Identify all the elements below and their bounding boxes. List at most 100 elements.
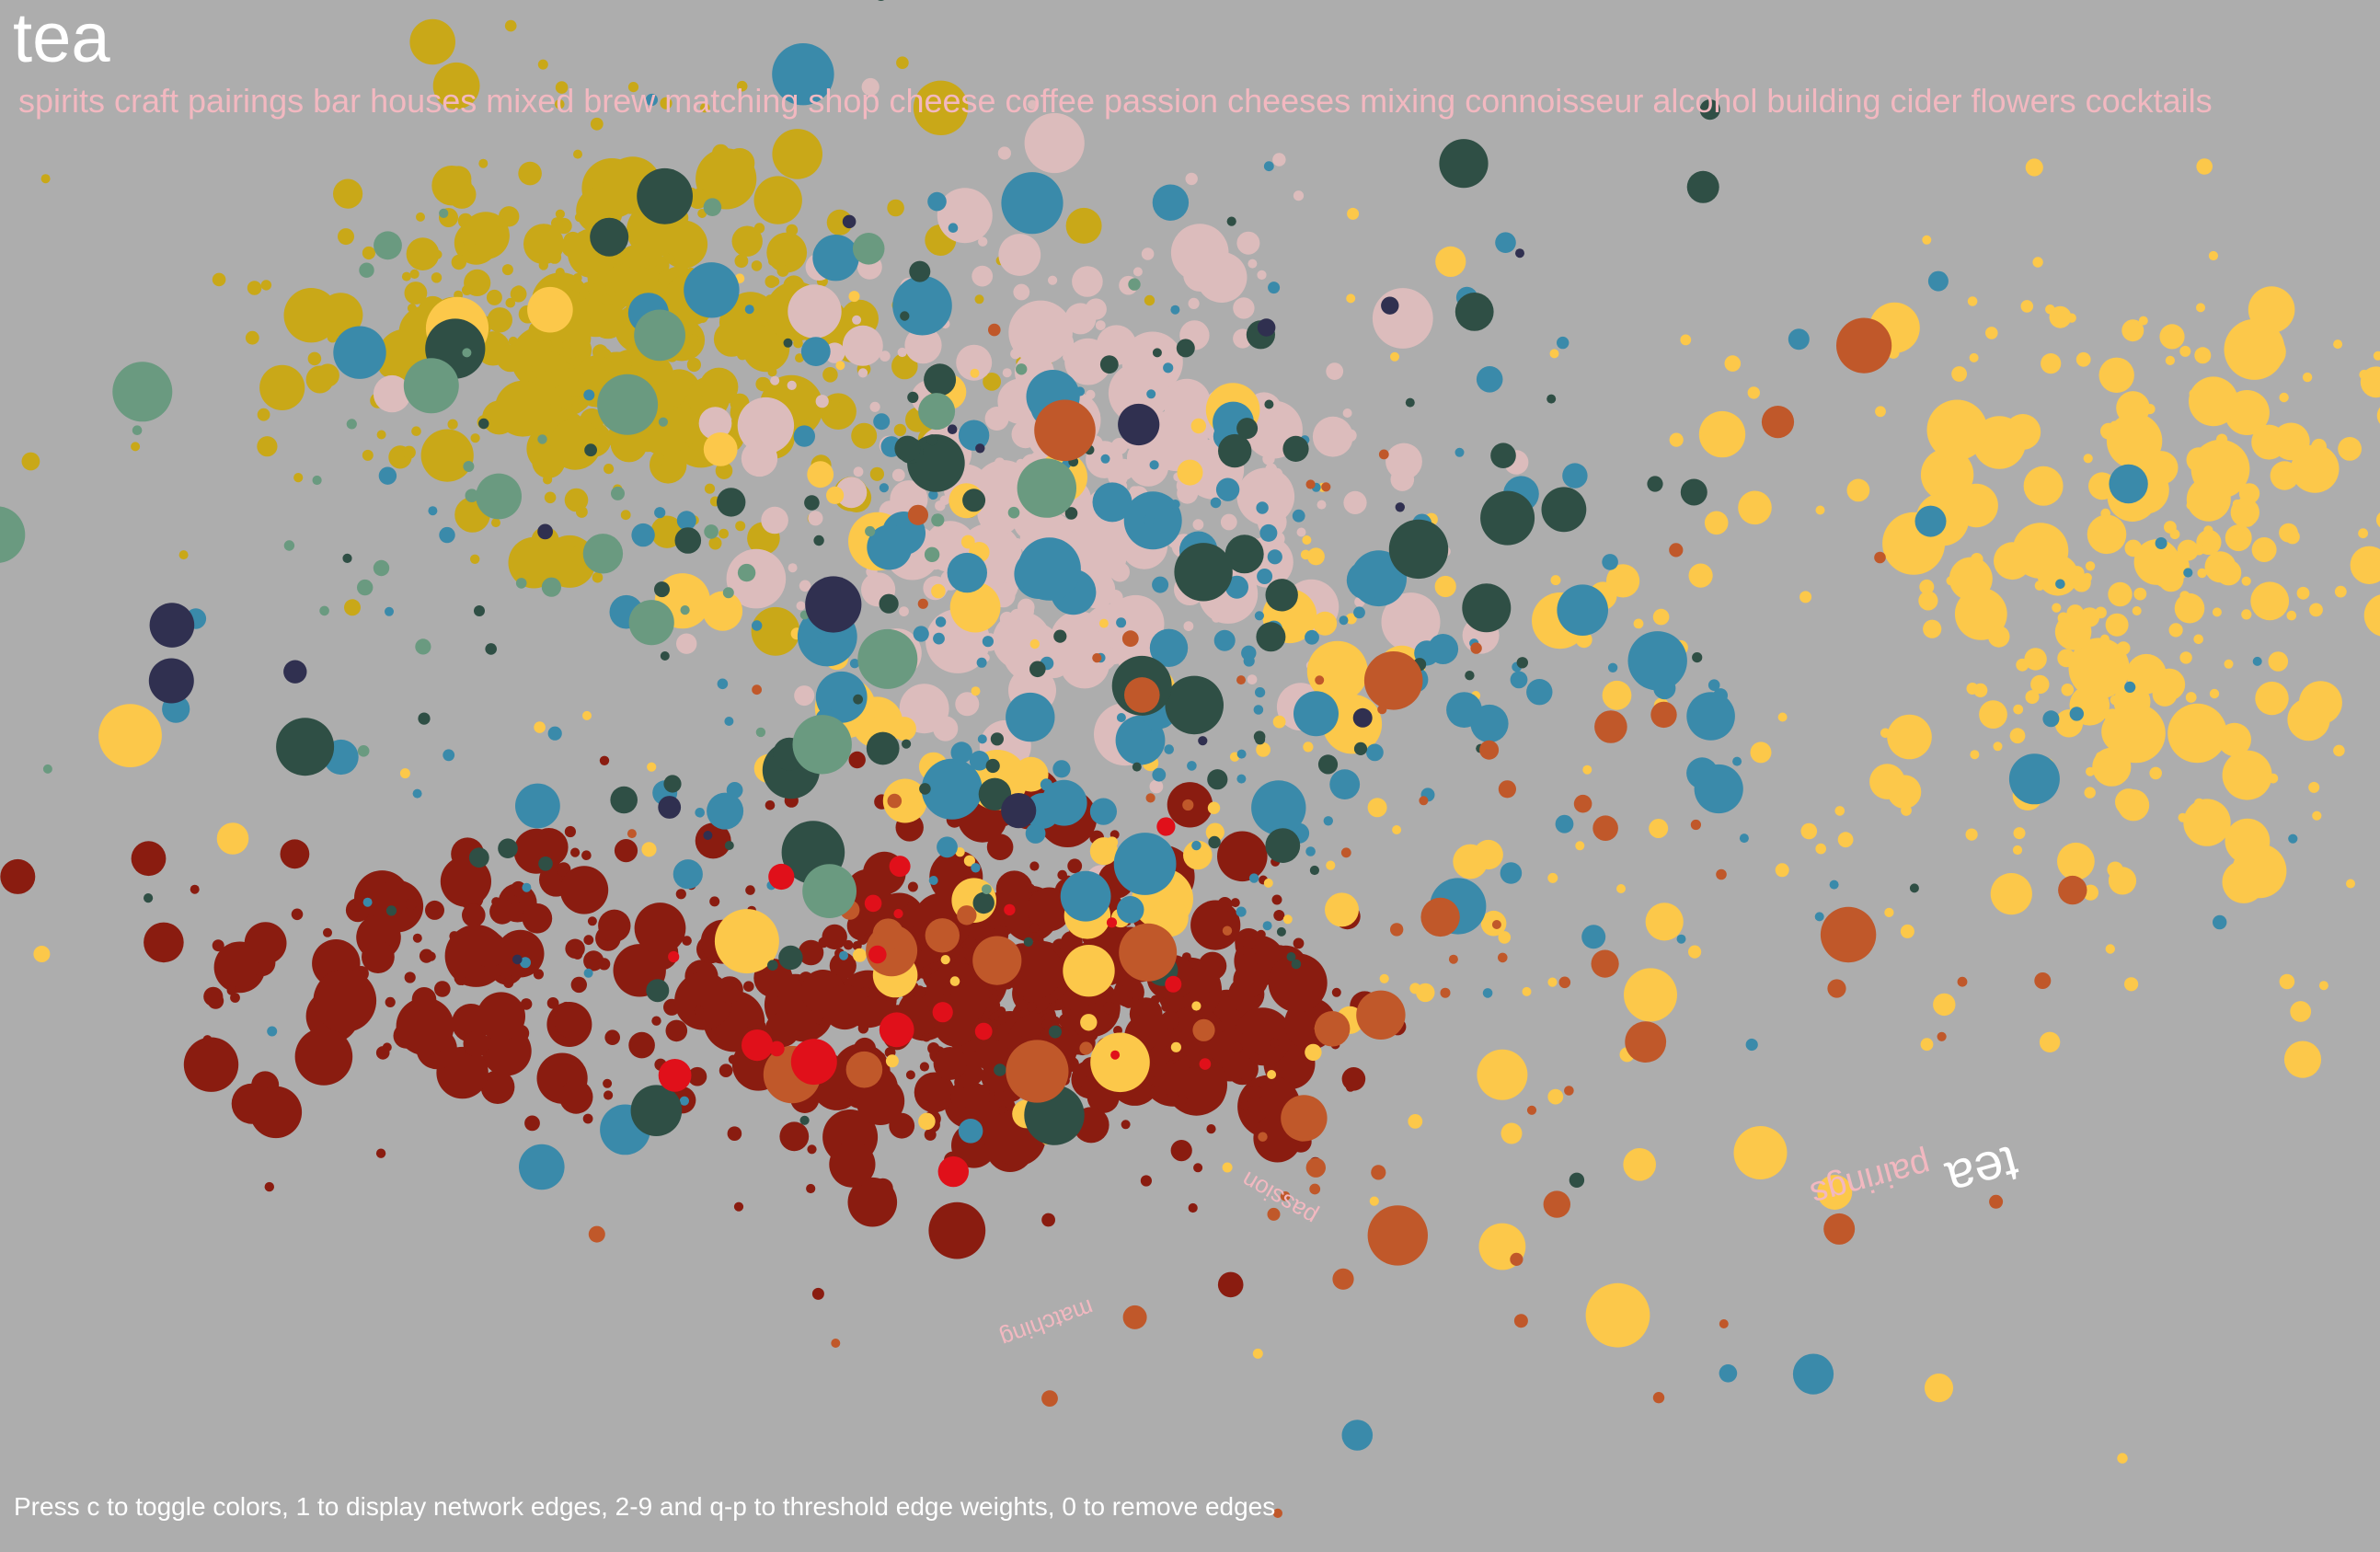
dot xyxy=(942,986,952,997)
dot xyxy=(918,393,956,431)
dot xyxy=(1652,1392,1665,1404)
dot xyxy=(264,1181,274,1192)
dot xyxy=(1923,619,1942,638)
dot xyxy=(1435,246,1466,277)
dot xyxy=(2215,559,2242,586)
related-word[interactable]: shop xyxy=(808,82,880,120)
related-word[interactable]: cider xyxy=(1890,82,1962,120)
related-word[interactable]: cheese xyxy=(889,82,996,120)
dot xyxy=(872,918,904,949)
related-word[interactable]: bar xyxy=(313,82,362,120)
dot xyxy=(2312,810,2322,821)
dot xyxy=(893,909,903,919)
dot xyxy=(1072,515,1091,535)
dot xyxy=(1156,817,1176,836)
related-word[interactable]: passion xyxy=(1103,82,1219,120)
dot xyxy=(614,255,624,266)
related-word[interactable]: building xyxy=(1766,82,1881,120)
dot xyxy=(873,413,891,431)
dot xyxy=(1647,476,1663,492)
dot xyxy=(2112,430,2134,453)
dot xyxy=(1491,920,1501,929)
related-word[interactable]: mixed xyxy=(486,82,575,120)
dot xyxy=(1957,976,1968,987)
dot xyxy=(2155,566,2172,583)
dot xyxy=(1013,756,1049,792)
dot xyxy=(1067,858,1083,874)
dot xyxy=(1562,463,1588,489)
dot xyxy=(1395,502,1406,512)
dot xyxy=(620,510,631,521)
dot xyxy=(2189,376,2238,427)
related-word[interactable]: coffee xyxy=(1005,82,1095,120)
related-word[interactable]: cocktails xyxy=(2085,82,2213,120)
dot xyxy=(1236,906,1247,917)
dot xyxy=(362,897,373,907)
dot xyxy=(829,952,857,980)
dot xyxy=(583,389,595,401)
dot xyxy=(1110,1050,1121,1060)
dot xyxy=(2105,944,2115,954)
dot xyxy=(283,540,295,551)
dot xyxy=(1353,606,1365,619)
dot xyxy=(969,751,990,771)
related-word[interactable]: houses xyxy=(370,82,477,120)
dot xyxy=(1268,953,1328,1013)
related-word[interactable]: alcohol xyxy=(1652,82,1758,120)
related-word[interactable]: cheeses xyxy=(1227,82,1351,120)
dot xyxy=(1914,505,1947,537)
dot xyxy=(1473,839,1503,870)
dot xyxy=(1205,822,1224,842)
dot xyxy=(1267,1207,1281,1221)
dot xyxy=(1543,1190,1571,1218)
related-word[interactable]: pairings xyxy=(188,82,305,120)
dot xyxy=(2358,528,2369,539)
dot xyxy=(935,500,946,512)
dot xyxy=(1558,976,1571,989)
dot xyxy=(1495,232,1516,253)
related-word[interactable]: spirits xyxy=(18,82,106,120)
dot xyxy=(1004,903,1016,916)
dot xyxy=(1124,677,1160,713)
dot xyxy=(2132,606,2142,615)
dot xyxy=(831,1339,841,1348)
dot xyxy=(2165,355,2175,365)
dot xyxy=(569,396,580,406)
dot xyxy=(307,351,322,366)
dot xyxy=(1817,1175,1853,1210)
related-word[interactable]: matching xyxy=(664,82,799,120)
dot xyxy=(1920,448,1974,501)
dot xyxy=(852,315,862,325)
dot xyxy=(994,1063,1006,1076)
dot xyxy=(403,358,459,414)
dot xyxy=(2224,659,2234,669)
related-word[interactable]: craft xyxy=(114,82,179,120)
dot xyxy=(986,833,1014,860)
dot xyxy=(1217,1271,1244,1298)
related-word[interactable]: connoisseur xyxy=(1465,82,1644,120)
dot xyxy=(1316,500,1327,510)
dot xyxy=(1592,815,1618,841)
dot xyxy=(1937,1031,1947,1041)
dot xyxy=(719,528,729,539)
dot xyxy=(485,643,497,655)
dot xyxy=(570,976,587,994)
dot xyxy=(1122,996,1135,1008)
dot xyxy=(230,993,240,1003)
dot xyxy=(928,876,938,885)
dot xyxy=(765,800,776,810)
dot xyxy=(2159,324,2185,350)
dot xyxy=(982,636,994,648)
related-word[interactable]: mixing xyxy=(1360,82,1456,120)
dot xyxy=(658,796,682,819)
related-word[interactable]: brew xyxy=(583,82,656,120)
dot xyxy=(1623,1148,1656,1181)
dot xyxy=(851,422,878,449)
dot xyxy=(1189,965,1218,994)
dot xyxy=(463,1030,489,1057)
dot xyxy=(1292,509,1305,523)
dot xyxy=(603,1078,613,1088)
dot xyxy=(1062,1007,1072,1017)
dot xyxy=(680,422,702,444)
related-word[interactable]: flowers xyxy=(1971,82,2076,120)
